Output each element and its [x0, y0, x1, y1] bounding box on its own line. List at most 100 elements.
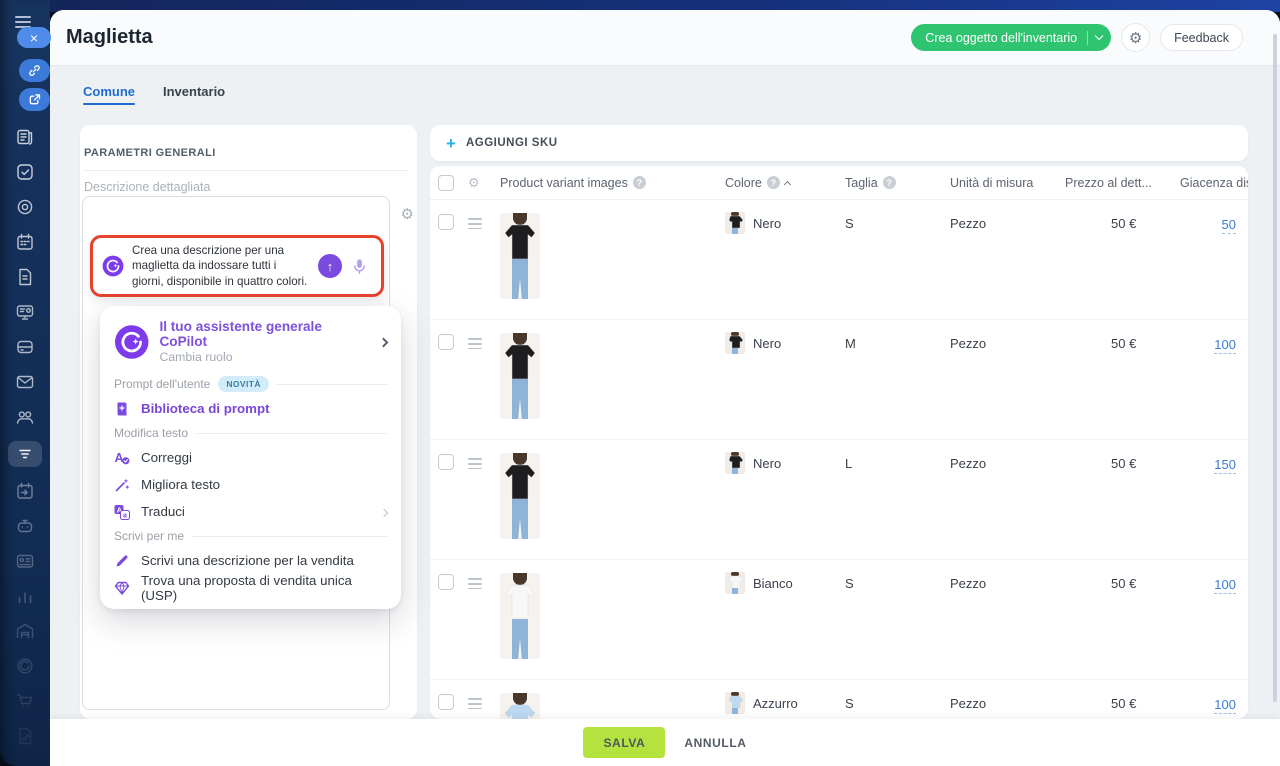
help-icon[interactable]: ? — [882, 176, 896, 189]
crm-target-icon[interactable] — [8, 196, 42, 218]
team-icon[interactable] — [8, 406, 42, 428]
column-prezzo[interactable]: Prezzo al dett... — [1065, 175, 1152, 190]
vertical-scrollbar[interactable] — [1273, 34, 1277, 702]
page-title: Maglietta — [66, 26, 153, 48]
drag-handle-icon[interactable] — [468, 458, 482, 470]
row-checkbox[interactable] — [438, 454, 454, 470]
drag-handle-icon[interactable] — [468, 578, 482, 590]
save-button[interactable]: SALVA — [583, 727, 666, 758]
settings-gear-button[interactable]: ⚙ — [1121, 23, 1151, 52]
help-icon[interactable]: ? — [766, 176, 780, 189]
variant-stock-link[interactable]: 100 — [1214, 337, 1236, 354]
variant-size: S — [845, 216, 854, 231]
mail-icon[interactable] — [8, 371, 42, 393]
variant-stock-link[interactable]: 150 — [1214, 457, 1236, 474]
variant-stock-link[interactable]: 50 — [1221, 217, 1236, 234]
microphone-icon[interactable] — [350, 257, 369, 276]
variant-price: 50 € — [1111, 336, 1137, 351]
bot-icon[interactable] — [8, 515, 42, 537]
drag-handle-icon[interactable] — [468, 338, 482, 350]
drag-handle-icon[interactable] — [468, 698, 482, 710]
tab-comune[interactable]: Comune — [83, 66, 135, 116]
add-sku-button[interactable]: + AGGIUNGI SKU — [430, 125, 1248, 161]
warehouse-icon[interactable] — [8, 620, 42, 642]
sort-ascending-icon[interactable] — [783, 180, 791, 188]
product-variant-image[interactable] — [500, 693, 540, 719]
column-giacenza[interactable]: Giacenza dis... — [1180, 175, 1248, 190]
drive-icon[interactable] — [8, 336, 42, 358]
create-inventory-object-button[interactable]: Crea oggetto dell'inventario — [911, 24, 1112, 51]
cancel-button[interactable]: ANNULLA — [684, 735, 747, 750]
variant-stock-link[interactable]: 100 — [1214, 697, 1236, 714]
product-variant-image[interactable] — [500, 213, 540, 299]
table-row: Nero L Pezzo 50 € 150 — [430, 440, 1248, 560]
menu-item-descrizione-vendita[interactable]: Scrivi una descrizione per la vendita — [100, 547, 401, 574]
assistant-subtitle: Cambia ruolo — [159, 350, 233, 364]
calendar-icon[interactable] — [8, 231, 42, 253]
variant-stock-link[interactable]: 100 — [1214, 577, 1236, 594]
feedback-button[interactable]: Feedback — [1160, 24, 1243, 51]
color-swatch — [725, 212, 745, 234]
translate-icon: Aa — [114, 504, 130, 520]
product-variant-image[interactable] — [500, 573, 540, 659]
schedule-icon[interactable] — [8, 480, 42, 502]
column-colore[interactable]: Colore? — [725, 176, 845, 190]
select-all-checkbox[interactable] — [438, 174, 454, 191]
table-header-row: ⚙ Product variant images? Colore? Taglia… — [430, 166, 1248, 200]
drag-handle-icon[interactable] — [468, 218, 482, 230]
variant-size: S — [845, 696, 854, 711]
menu-item-correggi[interactable]: A Correggi — [114, 450, 193, 465]
column-taglia[interactable]: Taglia? — [845, 176, 950, 190]
copy-link-icon[interactable] — [19, 59, 50, 82]
product-variant-image[interactable] — [500, 453, 540, 539]
copilot-prompt-text[interactable]: Crea una descrizione per una maglietta d… — [132, 243, 308, 288]
menu-item-prompt-library[interactable]: Biblioteca di prompt — [100, 395, 401, 422]
cart-icon[interactable] — [8, 690, 42, 712]
copilot-dial-icon[interactable] — [8, 655, 42, 677]
sign-document-icon[interactable] — [8, 725, 42, 747]
menu-section-user-prompts: Prompt dell'utente NOVITÀ — [100, 373, 401, 395]
variant-price: 50 € — [1111, 456, 1137, 471]
menu-section-write-for-me: Scrivi per me — [100, 525, 401, 547]
column-unita[interactable]: Unità di misura — [950, 175, 1034, 190]
field-settings-gear-icon[interactable]: ⚙ — [400, 206, 414, 223]
variant-size: M — [845, 336, 856, 351]
new-badge: NOVITÀ — [218, 376, 269, 392]
boards-icon[interactable] — [8, 301, 42, 323]
table-row: Nero M Pezzo 50 € 100 — [430, 320, 1248, 440]
copilot-assistant-header[interactable]: Il tuo assistente generale CoPilot Cambi… — [100, 306, 401, 373]
send-prompt-button[interactable]: ↑ — [318, 254, 342, 278]
documents-icon[interactable] — [8, 266, 42, 288]
color-swatch — [725, 692, 745, 714]
menu-item-usp[interactable]: Trova una proposta di vendita unica (USP… — [100, 573, 401, 603]
product-modal: Maglietta Crea oggetto dell'inventario ⚙… — [50, 10, 1280, 766]
menu-item-migliora-testo[interactable]: Migliora testo — [100, 471, 401, 498]
assistant-title: Il tuo assistente generale CoPilot — [159, 319, 322, 349]
table-settings-gear-icon[interactable]: ⚙ — [468, 174, 480, 190]
copilot-prompt-box[interactable]: Crea una descrizione per una maglietta d… — [90, 235, 384, 297]
color-swatch — [725, 332, 745, 354]
row-checkbox[interactable] — [438, 574, 454, 590]
row-checkbox[interactable] — [438, 334, 454, 350]
sku-table: ⚙ Product variant images? Colore? Taglia… — [430, 166, 1248, 719]
filter-icon[interactable] — [8, 441, 42, 467]
variant-unit: Pezzo — [950, 576, 987, 591]
color-swatch — [725, 452, 745, 474]
help-icon[interactable]: ? — [632, 176, 646, 189]
open-in-new-window-icon[interactable] — [19, 88, 50, 111]
contact-card-icon[interactable] — [8, 550, 42, 572]
product-variant-image[interactable] — [500, 333, 540, 419]
row-checkbox[interactable] — [438, 214, 454, 230]
variant-color: Nero — [753, 335, 782, 351]
analytics-icon[interactable] — [8, 585, 42, 607]
chevron-down-icon[interactable] — [1094, 31, 1104, 41]
tasks-icon[interactable] — [8, 161, 42, 183]
row-checkbox[interactable] — [438, 694, 454, 710]
variant-unit: Pezzo — [950, 696, 987, 711]
close-icon[interactable]: × — [17, 27, 51, 48]
top-background-strip — [50, 0, 1280, 12]
tab-inventario[interactable]: Inventario — [163, 83, 226, 99]
feed-icon[interactable] — [8, 126, 42, 148]
